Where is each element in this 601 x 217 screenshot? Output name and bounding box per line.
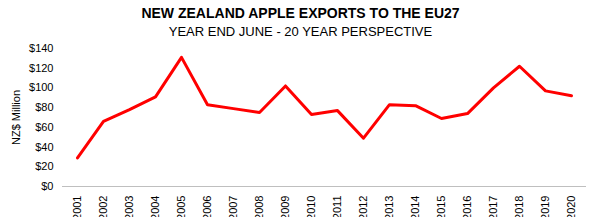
svg-text:2010: 2010 — [305, 196, 317, 217]
svg-text:2007: 2007 — [227, 196, 239, 217]
svg-text:2011: 2011 — [331, 196, 343, 217]
svg-text:2009: 2009 — [279, 196, 291, 217]
svg-text:$60: $60 — [35, 121, 53, 133]
svg-text:2003: 2003 — [123, 196, 135, 217]
svg-text:2018: 2018 — [513, 196, 525, 217]
svg-text:2015: 2015 — [435, 196, 447, 217]
svg-text:$0: $0 — [41, 180, 53, 192]
svg-text:2002: 2002 — [97, 196, 109, 217]
svg-text:$100: $100 — [29, 81, 53, 93]
svg-text:2004: 2004 — [149, 196, 161, 217]
svg-text:$140: $140 — [29, 42, 53, 54]
svg-text:2020: 2020 — [565, 196, 577, 217]
html-text:YEAR END JUNE - 20 YEAR PERSPE: YEAR END JUNE - 20 YEAR PERSPECTIVE — [168, 24, 433, 39]
svg-text:2019: 2019 — [539, 196, 551, 217]
svg-text:$120: $120 — [29, 62, 53, 74]
svg-text:2012: 2012 — [357, 196, 369, 217]
svg-text:2008: 2008 — [253, 196, 265, 217]
svg-text:$20: $20 — [35, 160, 53, 172]
svg-text:2006: 2006 — [201, 196, 213, 217]
svg-text:2001: 2001 — [71, 196, 83, 217]
html-text:NEW ZEALAND APPLE EXPORTS TO T: NEW ZEALAND APPLE EXPORTS TO THE EU27 — [141, 5, 460, 21]
svg-text:2016: 2016 — [461, 196, 473, 217]
svg-text:2005: 2005 — [175, 196, 187, 217]
svg-text:2013: 2013 — [383, 196, 395, 217]
svg-text:$80: $80 — [35, 101, 53, 113]
svg-text:2017: 2017 — [487, 196, 499, 217]
svg-text:NZ$ Million: NZ$ Million — [10, 90, 22, 145]
svg-text:$40: $40 — [35, 141, 53, 153]
svg-text:2014: 2014 — [409, 196, 421, 217]
